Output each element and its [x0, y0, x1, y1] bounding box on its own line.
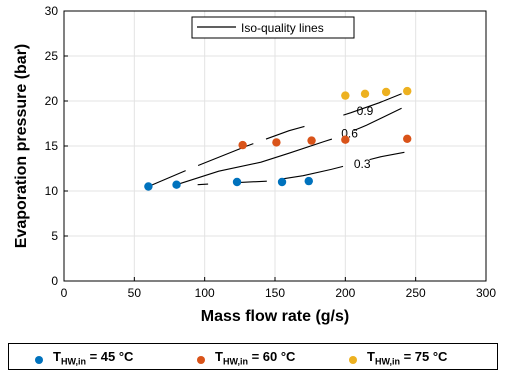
y-tick-label: 15: [45, 139, 59, 153]
x-tick-label: 100: [195, 286, 215, 300]
iso-line-segment: [265, 125, 305, 140]
iso-legend-box: [191, 16, 355, 39]
chart: 0.90.60.3 0 50 100 150 200 250 300 05101520253…: [13, 4, 496, 325]
data-points: [144, 86, 412, 191]
data-point: [307, 136, 316, 145]
x-tick-label: 0: [61, 286, 68, 300]
data-point: [172, 180, 181, 189]
y-tick-label: 20: [45, 94, 59, 108]
x-tick-label: 200: [335, 286, 355, 300]
y-axis-label: Evaporation pressure (bar): [13, 44, 30, 249]
x-ticks: 0 50 100 150 200 250 300: [61, 277, 496, 300]
iso-legend: Iso-quality lines: [191, 16, 355, 39]
iso-line-segment: [197, 183, 209, 186]
x-tick-label: 250: [406, 286, 426, 300]
x-tick-label: 150: [265, 286, 285, 300]
iso-line-segment: [281, 165, 344, 180]
series-legend: THW,in = 45 °C THW,in = 60 °C THW,in = 7…: [8, 343, 498, 370]
data-point: [238, 140, 247, 150]
x-axis-label: Mass flow rate (g/s): [201, 308, 349, 325]
data-point: [381, 87, 391, 97]
iso-line-label: 0.3: [354, 157, 371, 171]
legend-item-60: THW,in = 60 °C: [215, 349, 296, 367]
data-point: [403, 86, 412, 96]
iso-line-segment: [176, 138, 333, 186]
data-point: [360, 89, 370, 99]
data-point: [272, 138, 281, 147]
iso-legend-label: Iso-quality lines: [241, 21, 324, 35]
y-tick-label: 30: [45, 4, 59, 18]
iso-line-segment: [369, 151, 405, 161]
y-ticks: 0 5 10 15 20 25 30: [45, 4, 68, 288]
y-tick-label: 5: [51, 229, 58, 243]
legend-marker-45: [35, 356, 43, 364]
legend-item-45: THW,in = 45 °C: [53, 349, 134, 367]
data-point: [304, 176, 313, 186]
y-tick-label: 0: [51, 274, 58, 288]
iso-line-segment: [343, 93, 402, 116]
data-point: [277, 177, 287, 187]
y-tick-label: 10: [45, 184, 59, 198]
x-tick-label: 300: [476, 286, 496, 300]
iso-line-label: 0.9: [357, 104, 374, 118]
data-point: [232, 177, 242, 187]
iso-line-segment: [148, 170, 186, 188]
data-point: [341, 135, 350, 144]
legend-marker-75: [349, 356, 357, 364]
data-point: [144, 182, 153, 191]
iso-line-segment: [197, 143, 254, 167]
data-point: [403, 134, 412, 143]
data-point: [341, 91, 350, 100]
y-tick-label: 25: [45, 49, 59, 63]
iso-line-segment: [353, 107, 402, 131]
legend-item-75: THW,in = 75 °C: [367, 349, 448, 367]
x-tick-label: 50: [128, 286, 142, 300]
legend-marker-60: [197, 356, 205, 364]
